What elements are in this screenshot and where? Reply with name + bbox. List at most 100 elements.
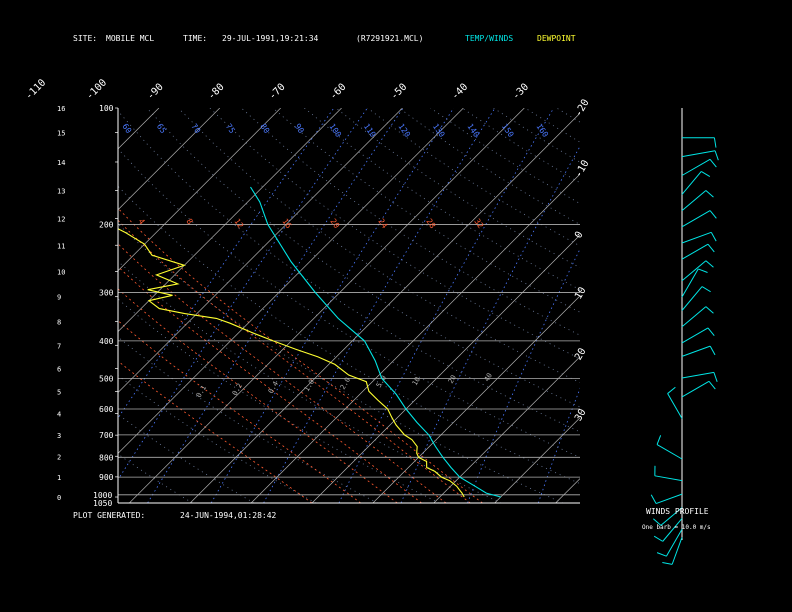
wind-barb-feather <box>656 435 662 445</box>
mixing-ratio-line <box>400 145 580 503</box>
dry-adiabat <box>304 108 580 291</box>
wind-barb-shaft <box>681 158 711 176</box>
isotherms <box>118 108 580 503</box>
height-tick-label: 16 <box>57 105 65 113</box>
wind-barb-feather <box>701 170 711 177</box>
temperature-tick-label: -80 <box>206 82 227 103</box>
mixing-ratio-line <box>210 108 455 503</box>
isotherm-line <box>118 108 221 211</box>
wind-barb <box>681 327 715 344</box>
wind-barb-shaft <box>681 286 703 311</box>
pressure-tick-label: 700 <box>99 431 114 440</box>
dry-adiabat <box>209 108 580 360</box>
theta-label: 140 <box>465 122 481 139</box>
isobars <box>118 224 580 496</box>
dry-adiabat <box>556 108 580 123</box>
wind-barb-feather <box>698 268 708 273</box>
wind-barb <box>650 493 683 505</box>
wind-barb-shaft <box>660 507 683 526</box>
wind-barb-feather <box>707 327 715 336</box>
height-tick-label: 15 <box>57 129 65 137</box>
wind-barb <box>681 231 717 244</box>
dry-adiabat <box>241 108 580 336</box>
theta-e-label: 4 <box>136 217 146 226</box>
wind-barb <box>681 306 714 328</box>
winds-profile-title: WINDS PROFILE <box>646 507 709 516</box>
height-tick-label: 11 <box>57 242 65 250</box>
wind-barb-shaft <box>681 327 709 344</box>
dry-adiabat <box>118 453 193 503</box>
wind-barb-feather <box>714 150 719 161</box>
moist-adiabat <box>118 219 471 503</box>
time-label: TIME: <box>183 34 207 43</box>
dry-adiabat <box>118 298 440 503</box>
pressure-tick-label: 1000 <box>93 491 112 500</box>
footer: PLOT GENERATED: 24-JUN-1994,01:28:42 <box>73 511 277 520</box>
wind-barb <box>654 465 683 482</box>
header: SITE: MOBILE MCL TIME: 29-JUL-1991,19:21… <box>73 34 576 43</box>
file-name: (R7291921.MCL) <box>356 34 423 43</box>
height-tick-label: 3 <box>57 432 61 440</box>
wind-barb-feather <box>656 552 667 557</box>
dry-adiabat <box>118 374 317 503</box>
temperature-tick-label: -100 <box>84 77 109 102</box>
wind-barb-feather <box>705 306 714 314</box>
height-tick-label: 12 <box>57 215 65 223</box>
mixing-ratio-line <box>338 108 555 503</box>
pressure-tick-label: 300 <box>99 289 114 298</box>
mixing-ratio-label: 0.2 <box>231 382 244 397</box>
height-tick-label: 0 <box>57 494 61 502</box>
isotherm-line <box>118 108 281 272</box>
wind-barb <box>662 537 683 565</box>
temperature-tick-label: -60 <box>328 82 349 103</box>
temperature-tick-label: -10 <box>573 158 592 179</box>
temperature-tick-label: 20 <box>573 346 589 362</box>
wind-barb-shaft <box>681 231 712 244</box>
wind-barb-feather <box>701 286 711 293</box>
wind-barb <box>681 170 711 195</box>
theta-label: 160 <box>534 122 550 139</box>
temperature-tick-label: -40 <box>450 82 471 103</box>
wind-barb-shaft <box>681 268 699 298</box>
time-value: 29-JUL-1991,19:21:34 <box>222 34 319 43</box>
wind-barb-feather <box>667 386 676 394</box>
mixing-ratio-lines <box>118 108 580 503</box>
theta-label: 130 <box>431 122 447 139</box>
dry-adiabat <box>118 260 502 503</box>
mixing-ratio-line <box>147 108 404 503</box>
wind-barb <box>681 345 716 357</box>
theta-e-label: 24 <box>376 217 389 230</box>
wind-barb <box>681 158 717 176</box>
isotherm-line <box>118 108 403 393</box>
wind-barb <box>681 150 719 161</box>
pressure-tick-label: 1050 <box>93 499 112 508</box>
wind-barb <box>656 528 683 557</box>
height-tick-label: 5 <box>57 388 61 396</box>
theta-label: 110 <box>362 122 378 139</box>
wind-barb <box>656 435 683 460</box>
wind-barb-shaft <box>681 210 711 228</box>
wind-barb <box>681 210 717 228</box>
wind-barb-feather <box>653 535 663 542</box>
wind-barb-feather <box>709 158 717 168</box>
generated-label: PLOT GENERATED: <box>73 511 145 520</box>
wind-barb <box>681 380 716 398</box>
mixing-ratio-line <box>118 108 368 481</box>
sounding-series <box>118 186 501 498</box>
wind-barb-feather <box>705 190 714 198</box>
temperature-tick-label: -30 <box>511 82 532 103</box>
height-tick-label: 4 <box>57 411 61 419</box>
wind-barb-feather <box>710 232 717 242</box>
height-tick-label: 13 <box>57 188 65 196</box>
theta-label: 100 <box>327 122 343 139</box>
wind-barb-shaft <box>667 393 683 419</box>
isotherm-line <box>494 417 580 503</box>
wind-barb <box>652 507 683 526</box>
wind-barb-shaft <box>681 371 714 379</box>
winds-profile-panel <box>650 108 719 565</box>
pressure-tick-label: 600 <box>99 405 114 414</box>
dry-adiabat <box>146 108 580 408</box>
wind-barb-feather <box>708 380 716 390</box>
wind-barb <box>681 371 718 382</box>
wind-barb-shaft <box>681 380 710 398</box>
